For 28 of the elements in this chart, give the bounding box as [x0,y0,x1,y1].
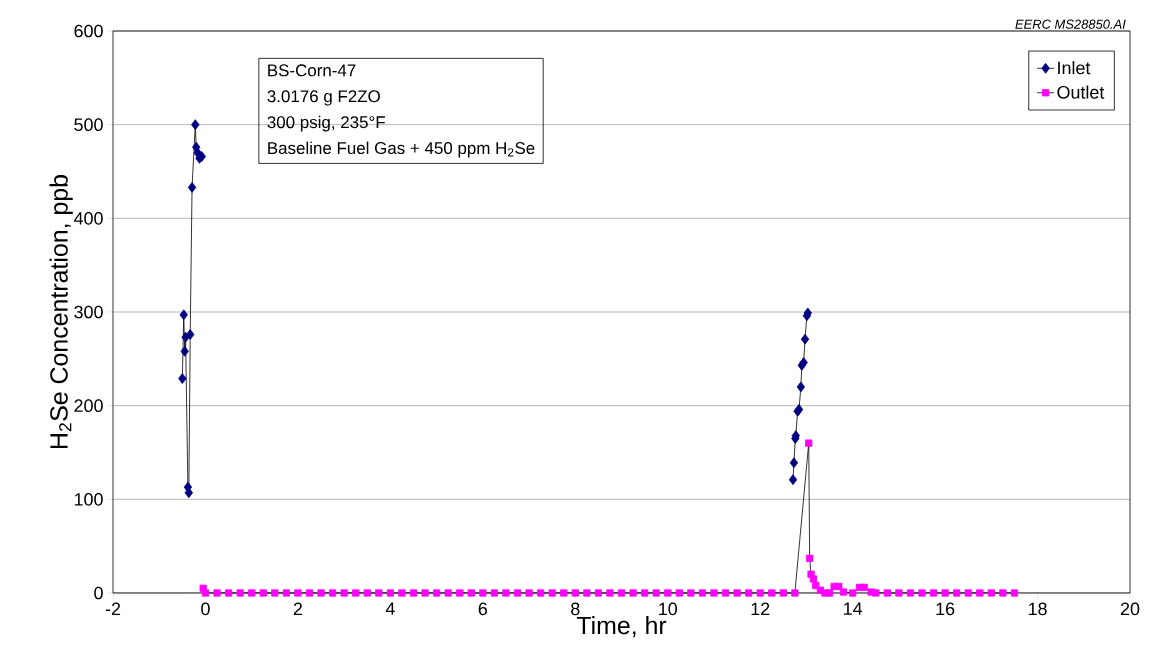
y-axis-title: H$_{2}$Se Concentration, ppb [49,175,73,448]
y-tick-label: 600 [74,24,103,38]
x-tick-label: 18 [1028,602,1047,616]
y-tick-label: 300 [74,305,103,319]
y-tick-label: 400 [73,211,103,225]
x-tick-label: 10 [659,602,678,616]
text: EERC MS28850.AI [1015,19,1126,29]
y-tick-label: 100 [74,492,103,506]
x-tick-label: 0 [201,602,210,616]
annotation: Baseline Fuel Gas + 450 ppm H$_{2}$Se [268,141,535,158]
y-tick-label: 200 [74,399,103,412]
x-tick-label: 14 [844,602,863,615]
x-tick-label: 16 [936,602,955,616]
x-tick-label: 6 [478,602,488,616]
annotation: 300 psig, 235°F [267,115,385,132]
x-tick-label: 20 [1120,602,1140,616]
annotation: 3.0176 g F2ZO [267,90,380,106]
x-tick-label: -2 [105,602,121,616]
y-tick-label: 0 [94,586,103,600]
x-tick-label: 8 [571,602,580,616]
x-tick-label: 2 [293,602,303,616]
legend-label: Outlet [1057,85,1105,99]
x-tick-label: 12 [751,602,770,616]
annotation: BS-Corn-47 [268,64,356,77]
x-tick-label: 4 [385,602,395,615]
legend-label: Inlet [1058,61,1091,75]
x-axis-title: Time, hr [576,616,667,638]
y-tick-label: 500 [74,118,103,131]
